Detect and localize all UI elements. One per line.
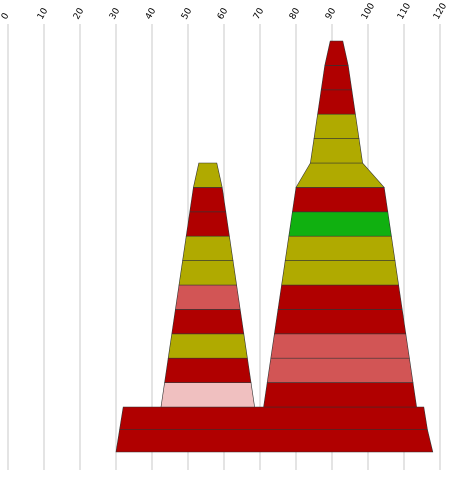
- cones: [160, 40, 417, 408]
- cone-segment: [274, 309, 407, 335]
- x-tick-label: 10: [36, 6, 51, 21]
- x-tick-label: 60: [216, 6, 231, 21]
- cone-segment: [317, 89, 356, 115]
- x-tick-label: 40: [144, 6, 159, 21]
- bottom-band: [115, 406, 434, 453]
- x-tick-label: 90: [324, 6, 339, 21]
- cone-segment: [182, 235, 234, 261]
- cone-segment: [310, 138, 363, 164]
- cone-1: [160, 162, 255, 408]
- cone-segment: [295, 162, 385, 188]
- x-tick-label: 0: [0, 11, 12, 21]
- x-tick-label: 70: [252, 6, 267, 21]
- cone-segment: [313, 113, 360, 139]
- cone-segment: [164, 357, 252, 383]
- x-tick-label: 20: [72, 6, 87, 21]
- cone-segment: [320, 65, 353, 91]
- cone-segment: [171, 309, 245, 335]
- cone-segment: [292, 187, 389, 213]
- x-tick-label: 50: [180, 6, 195, 21]
- cone-segment: [266, 357, 414, 383]
- cone-segment: [277, 284, 403, 310]
- cone-segment: [284, 235, 396, 261]
- x-tick-label: 120: [432, 1, 449, 21]
- x-tick-label: 110: [396, 1, 413, 21]
- x-tick-label: 100: [360, 1, 377, 21]
- band-segment: [115, 429, 434, 453]
- cone-segment: [175, 284, 241, 310]
- band-segment: [119, 406, 428, 430]
- cone-segment: [189, 187, 227, 213]
- x-axis-tick-labels: 0 10 20 30 40 50 60 70 80 90 100 110 120: [0, 1, 449, 21]
- cone-segment: [263, 382, 417, 408]
- cone-segment: [167, 333, 248, 359]
- x-tick-label: 80: [288, 6, 303, 21]
- cone-segment: [281, 260, 399, 286]
- cone-segment: [160, 382, 255, 408]
- cone-segment: [324, 40, 349, 66]
- cone-segment: [178, 260, 237, 286]
- x-tick-label: 30: [108, 6, 123, 21]
- cone-segment: [185, 211, 230, 237]
- cone-segment: [270, 333, 410, 359]
- cone-2: [263, 40, 417, 408]
- cone-segment: [193, 162, 223, 188]
- cone-segment: [288, 211, 392, 237]
